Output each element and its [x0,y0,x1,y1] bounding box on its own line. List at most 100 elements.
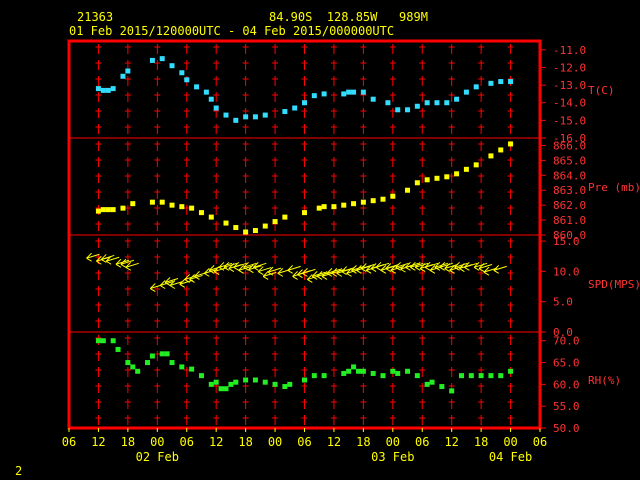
x-tick-label: 00 [150,435,164,449]
humidity-point [252,377,258,383]
wind-barb [233,261,247,271]
wind-barb [169,280,184,289]
pressure-point [130,201,136,207]
temperature-y-tick-label: -16.0 [553,132,586,145]
humidity-point [351,364,357,370]
temperature-point [414,103,420,109]
date-label: 04 Feb [489,450,532,464]
humidity-y-tick-label: 55.0 [553,400,580,413]
humidity-panel-label: RH(%) [588,374,621,387]
wind-barb [262,271,277,280]
humidity-point [488,373,494,379]
pressure-point [360,199,366,205]
pressure-point [233,225,239,231]
humidity-point [355,368,361,374]
temperature-point [110,86,116,92]
humidity-point [449,388,455,394]
wind-y-tick-label: 0.0 [553,326,573,339]
x-tick-label: 06 [62,435,76,449]
temperature-point [194,84,200,90]
wind-barb [414,261,429,271]
temperature-point [262,112,268,118]
wind-barb [252,261,267,271]
wind-barb [473,261,488,271]
humidity-point [233,379,239,385]
temperature-point [179,70,185,76]
pressure-point [262,223,268,229]
pressure-point [282,214,288,220]
wind-barb [385,263,399,272]
humidity-point [380,373,386,379]
temperature-point [149,57,155,63]
humidity-point [346,368,352,374]
wind-barb [179,278,193,288]
pressure-point [105,207,111,213]
temperature-point [498,79,504,85]
pressure-point [110,207,116,213]
wind-barb [463,261,478,271]
temperature-point [463,89,469,95]
humidity-point [135,368,141,374]
pressure-point [302,210,307,216]
pressure-point [208,214,214,220]
humidity-point [370,370,376,376]
temperature-point [292,105,298,111]
station-id: 21363 [77,10,114,24]
wind-barb [439,261,453,271]
pressure-point [159,199,165,205]
temperature-point [473,84,479,90]
humidity-point [272,381,278,387]
wind-barb [267,266,282,276]
x-tick-label: 18 [238,435,252,449]
wind-barb [86,252,100,262]
wind-barb [375,261,390,271]
humidity-point [213,379,219,385]
wind-barb [223,261,238,271]
wind-barb [341,266,355,275]
temperature-point [395,107,401,113]
temperature-point [488,80,494,86]
humidity-point [262,379,268,385]
humidity-point [169,360,175,366]
x-tick-label: 06 [415,435,429,449]
temperature-point [405,107,411,113]
temperature-point [184,77,190,83]
humidity-point [321,373,327,379]
pressure-y-tick-label: 864.0 [553,169,586,182]
date-label: 02 Feb [136,450,179,464]
humidity-point [341,370,347,376]
wind-y-tick-label: 5.0 [553,296,573,309]
pressure-point [179,204,185,210]
wind-barb [302,268,316,277]
temperature-point [341,91,347,97]
pressure-point [243,229,249,235]
wind-barb [360,263,375,272]
temperature-point [105,87,111,93]
temperature-point [444,100,450,106]
wind-y-tick-label: 10.0 [553,265,580,278]
pressure-point [198,210,204,216]
page-number: 2 [15,464,23,478]
pressure-point [370,198,376,204]
pressure-point [149,199,155,205]
wind-barb [493,264,507,274]
temperature-point [351,89,357,95]
wind-barb [125,261,139,271]
pressure-point [331,204,337,210]
temperature-point [282,109,288,115]
humidity-point [208,381,214,387]
temperature-point [100,87,106,93]
temperature-point [311,93,317,99]
humidity-point [228,381,234,387]
pressure-point [120,205,126,211]
wind-barb [424,261,439,271]
wind-barb [105,255,120,265]
pressure-point [498,147,504,153]
humidity-point [414,373,420,379]
humidity-point [243,377,249,383]
x-tick-label: 12 [91,435,105,449]
temperature-point [213,105,219,111]
temperature-point [360,89,366,95]
temperature-point [203,89,209,95]
humidity-point [287,381,293,387]
